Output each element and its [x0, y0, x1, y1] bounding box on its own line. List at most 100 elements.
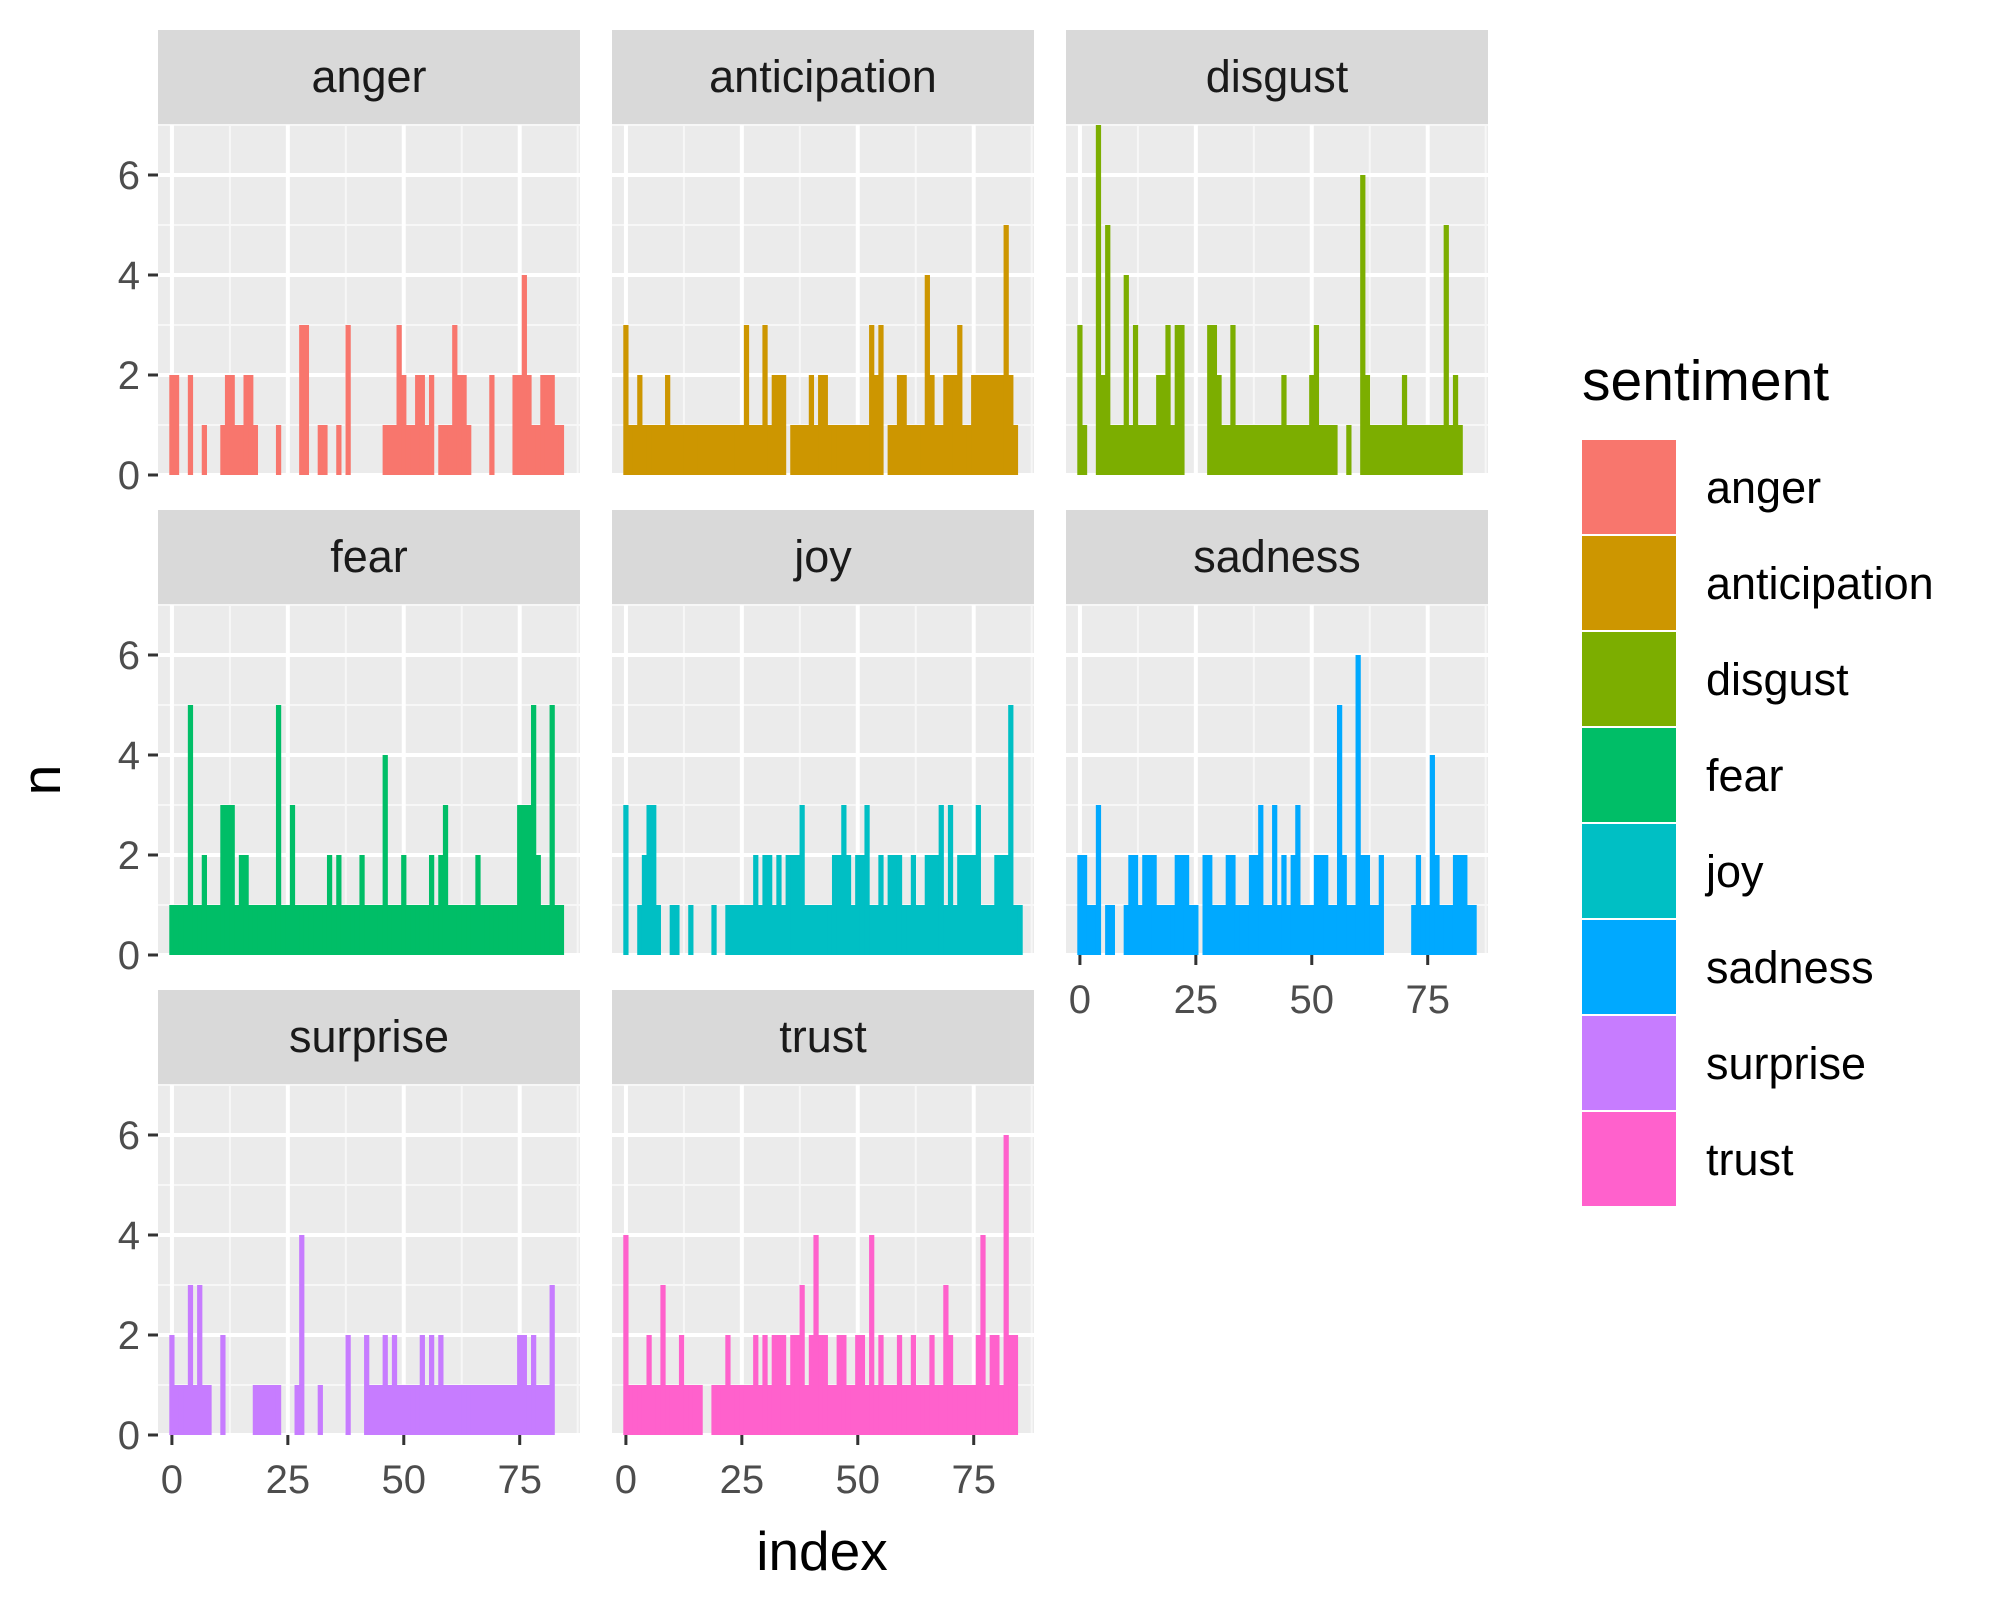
bar	[1244, 905, 1250, 955]
bar	[943, 1285, 949, 1435]
bar	[753, 425, 759, 475]
bar	[1429, 755, 1435, 955]
bar	[799, 805, 805, 955]
bar	[901, 1385, 907, 1435]
bar	[1267, 425, 1273, 475]
bar	[646, 805, 652, 955]
bar	[855, 855, 861, 955]
facet-strip-label: anger	[311, 51, 426, 102]
bar	[720, 1385, 726, 1435]
bar	[1188, 905, 1194, 955]
bar	[359, 855, 365, 955]
bar	[1388, 425, 1394, 475]
bar	[183, 905, 189, 955]
bar	[780, 1335, 787, 1435]
bar	[757, 905, 764, 955]
bar	[1448, 425, 1454, 475]
y-tick-label: 0	[118, 1414, 140, 1458]
bar	[1156, 905, 1162, 955]
bar	[869, 905, 875, 955]
bar	[1151, 425, 1157, 475]
bar	[910, 1335, 917, 1435]
bar	[836, 855, 842, 955]
bar	[169, 905, 175, 955]
bar	[540, 375, 546, 475]
legend: sentiment anger anticipation disgust fear jo…	[1582, 349, 1934, 1206]
bar	[1253, 425, 1259, 475]
bar	[910, 425, 917, 475]
bar	[655, 1385, 661, 1435]
bar	[1081, 855, 1088, 955]
bar	[1234, 905, 1241, 955]
bar	[646, 1335, 652, 1435]
bar	[762, 325, 768, 475]
bar	[1267, 905, 1273, 955]
facet-strip-label: surprise	[289, 1011, 449, 1062]
bar	[665, 375, 671, 475]
bar	[419, 1335, 425, 1435]
bar	[391, 425, 398, 475]
bar	[1151, 855, 1157, 955]
bar	[989, 905, 995, 955]
bar	[776, 375, 782, 475]
bar	[794, 425, 801, 475]
bar	[1077, 325, 1083, 475]
bar	[1443, 225, 1449, 475]
bar	[780, 905, 787, 955]
bar	[1160, 905, 1167, 955]
bar	[289, 805, 296, 955]
bar	[377, 1385, 384, 1435]
bar	[192, 1385, 198, 1435]
bar	[1174, 325, 1180, 475]
facet-sadness: sadness 0 25 50 75	[1066, 510, 1488, 1022]
bar	[855, 1335, 861, 1435]
bar	[1008, 375, 1014, 475]
bar	[1123, 275, 1129, 475]
bar	[651, 1385, 657, 1435]
bar	[1183, 855, 1190, 955]
bar	[1383, 425, 1389, 475]
bar	[971, 1385, 977, 1435]
x-tick-label: 50	[1290, 978, 1335, 1022]
bar	[669, 425, 675, 475]
bar	[980, 375, 986, 475]
bar	[303, 905, 310, 955]
bar	[1360, 175, 1366, 475]
bar	[1012, 425, 1019, 475]
bar	[822, 905, 828, 955]
bar	[489, 905, 495, 955]
bar	[1248, 425, 1255, 475]
bar	[669, 905, 675, 955]
bar	[1295, 425, 1301, 475]
bar	[1378, 425, 1384, 475]
bar	[623, 1235, 629, 1435]
bar	[475, 1385, 481, 1435]
bar	[197, 905, 203, 955]
bar	[943, 905, 949, 955]
legend-label: trust	[1706, 1134, 1794, 1185]
bar	[317, 1385, 323, 1435]
bar	[651, 425, 657, 475]
bar	[1142, 855, 1148, 955]
bar	[841, 1335, 847, 1435]
bar	[544, 375, 551, 475]
bar	[998, 1385, 1005, 1435]
bar	[887, 1385, 893, 1435]
bar	[507, 905, 514, 955]
legend-label: sadness	[1706, 942, 1874, 993]
bar	[540, 905, 546, 955]
bar	[674, 425, 680, 475]
bar	[1415, 425, 1422, 475]
bar	[1466, 905, 1473, 955]
bar	[771, 1335, 777, 1435]
bar	[1095, 805, 1102, 955]
bar	[517, 375, 523, 475]
bar	[1281, 855, 1287, 955]
bar	[915, 905, 921, 955]
bar	[799, 425, 805, 475]
bar	[252, 905, 259, 955]
bar	[785, 1385, 791, 1435]
bar	[503, 905, 509, 955]
bar	[1225, 425, 1231, 475]
bar	[484, 905, 490, 955]
